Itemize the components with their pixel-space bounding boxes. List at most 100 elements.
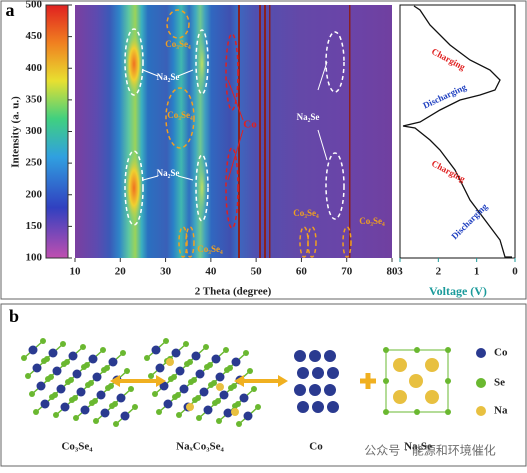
se-atom	[25, 373, 31, 379]
co-atom	[163, 399, 173, 409]
se-atom	[187, 359, 193, 365]
y-tick-label: 500	[26, 0, 43, 11]
y-tick-label: 250	[26, 157, 43, 169]
legend-label: Co	[494, 347, 508, 359]
co-atom	[215, 372, 225, 382]
co-atom	[155, 363, 165, 373]
dash-ellipse	[225, 33, 239, 111]
co-atom	[175, 366, 185, 376]
x-tick-label: 30	[160, 266, 172, 278]
x-tick-label: 3	[397, 266, 403, 278]
annotation: Na₂Se	[157, 72, 180, 82]
na-atom	[393, 358, 407, 372]
colorbar	[45, 4, 69, 259]
co-atom	[159, 381, 169, 391]
structure-label: Co₃Se₄	[61, 441, 93, 453]
legend-dot	[476, 378, 486, 388]
se-atom	[52, 392, 58, 398]
se-atom	[231, 383, 237, 389]
co-atom	[327, 401, 339, 413]
se-atom	[33, 409, 39, 415]
x-tick-label: 80	[387, 266, 399, 278]
co-atom	[309, 350, 321, 362]
se-atom	[176, 412, 182, 418]
y-tick-label: 450	[26, 30, 43, 42]
x-tick-label: 10	[70, 266, 82, 278]
co-atom	[56, 384, 66, 394]
warm-spot	[197, 34, 207, 94]
se-atom	[203, 344, 209, 350]
co-atom	[327, 367, 339, 379]
se-atom	[64, 359, 70, 365]
se-atom	[243, 350, 249, 356]
co-atom	[96, 390, 106, 400]
panel-a-frame	[0, 0, 527, 300]
co-atom	[231, 357, 241, 367]
se-atom	[247, 368, 253, 374]
co-atom	[191, 351, 201, 361]
co-atom	[48, 348, 58, 358]
se-atom	[211, 380, 217, 386]
dash-ellipse	[124, 150, 144, 226]
x-tick-label: 2	[436, 266, 442, 278]
se-atom	[29, 391, 35, 397]
se-atom	[73, 415, 79, 421]
na-atom	[166, 358, 174, 366]
se-atom	[251, 386, 257, 392]
heatmap-bg	[75, 5, 392, 258]
x-label: Voltage (V)	[429, 284, 487, 298]
hot-spot	[125, 32, 143, 96]
co-atom	[324, 384, 336, 396]
co-atom	[243, 411, 253, 421]
se-atom	[104, 365, 110, 371]
na-atom	[186, 403, 194, 411]
y-tick-label: 100	[26, 252, 43, 264]
co-atom	[171, 348, 181, 358]
se-atom	[113, 421, 119, 427]
y-tick-label: 200	[26, 188, 43, 200]
annotation: Co₃Se₄	[165, 39, 191, 49]
co-atom	[195, 369, 205, 379]
se-atom	[227, 365, 233, 371]
se-atom	[207, 362, 213, 368]
dash-ellipse	[124, 28, 144, 96]
pointer	[227, 79, 244, 181]
se-atom	[383, 347, 389, 353]
legend-dot	[476, 348, 486, 358]
na-atom	[409, 374, 423, 388]
co-atom	[32, 363, 42, 373]
se-atom	[235, 401, 241, 407]
co-atom	[312, 401, 324, 413]
structure-label: NaₓCo₃Se₄	[176, 441, 224, 453]
y-tick-label: 300	[26, 125, 43, 137]
structure-label: Na₂Se	[404, 441, 432, 453]
se-atom	[183, 341, 189, 347]
x-label: 2 Theta (degree)	[195, 286, 272, 298]
se-atom	[163, 338, 169, 344]
se-atom	[112, 401, 118, 407]
co-atom	[52, 366, 62, 376]
peak-line	[259, 5, 261, 258]
se-atom	[191, 377, 197, 383]
peak-line	[269, 5, 271, 258]
se-atom	[48, 374, 54, 380]
co-atom	[294, 350, 306, 362]
se-atom	[414, 409, 420, 415]
dash-ellipse	[325, 152, 345, 220]
na-atom	[393, 390, 407, 404]
x-tick-label: 50	[251, 266, 263, 278]
se-atom	[148, 373, 154, 379]
dash-ellipse	[225, 147, 239, 229]
na-atom	[425, 358, 439, 372]
warm-spot	[197, 158, 207, 218]
co-atom	[312, 367, 324, 379]
se-atom	[60, 341, 66, 347]
co-atom	[294, 384, 306, 396]
annotation: Co₃Se₄	[197, 244, 223, 254]
y-tick-label: 350	[26, 93, 43, 105]
dash-ellipse	[307, 226, 317, 258]
se-atom	[100, 347, 106, 353]
se-atom	[72, 395, 78, 401]
se-atom	[84, 362, 90, 368]
na-atom	[231, 408, 239, 416]
